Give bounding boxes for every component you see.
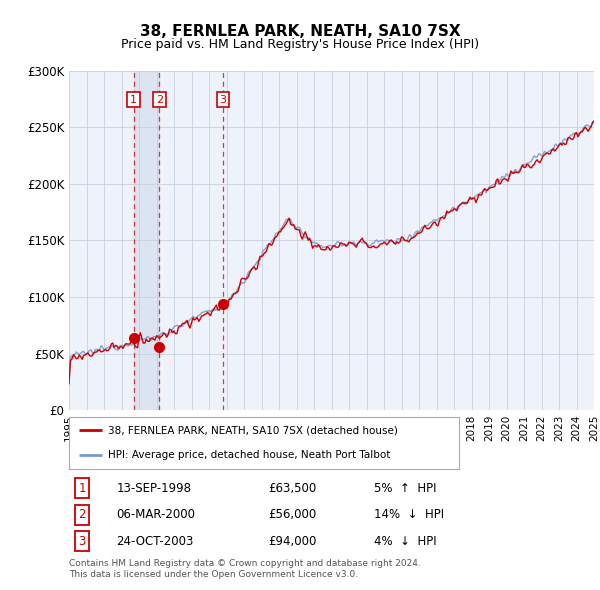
Text: 2: 2 (156, 94, 163, 104)
Text: 1: 1 (130, 94, 137, 104)
Text: £94,000: £94,000 (269, 535, 317, 548)
Text: Contains HM Land Registry data © Crown copyright and database right 2024.
This d: Contains HM Land Registry data © Crown c… (69, 559, 421, 579)
Text: HPI: Average price, detached house, Neath Port Talbot: HPI: Average price, detached house, Neat… (108, 450, 391, 460)
Text: 06-MAR-2000: 06-MAR-2000 (116, 508, 195, 522)
Text: 14%  ↓  HPI: 14% ↓ HPI (373, 508, 443, 522)
Text: 3: 3 (79, 535, 86, 548)
Text: 24-OCT-2003: 24-OCT-2003 (116, 535, 194, 548)
Text: 1: 1 (79, 481, 86, 495)
Text: 2: 2 (79, 508, 86, 522)
Text: 38, FERNLEA PARK, NEATH, SA10 7SX (detached house): 38, FERNLEA PARK, NEATH, SA10 7SX (detac… (108, 425, 398, 435)
Text: 38, FERNLEA PARK, NEATH, SA10 7SX: 38, FERNLEA PARK, NEATH, SA10 7SX (140, 24, 460, 38)
Text: 5%  ↑  HPI: 5% ↑ HPI (373, 481, 436, 495)
Text: 3: 3 (220, 94, 227, 104)
Text: 13-SEP-1998: 13-SEP-1998 (116, 481, 191, 495)
Bar (134, 71, 160, 410)
Text: £56,000: £56,000 (269, 508, 317, 522)
Text: 4%  ↓  HPI: 4% ↓ HPI (373, 535, 436, 548)
Text: Price paid vs. HM Land Registry's House Price Index (HPI): Price paid vs. HM Land Registry's House … (121, 38, 479, 51)
Text: £63,500: £63,500 (269, 481, 317, 495)
